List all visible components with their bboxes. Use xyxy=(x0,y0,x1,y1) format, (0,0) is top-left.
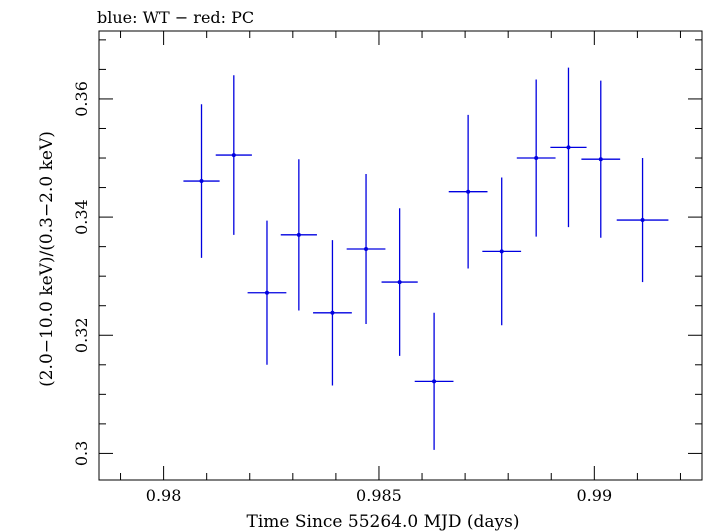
x-tick-label: 0.98 xyxy=(146,486,182,505)
data-point xyxy=(346,173,386,325)
data-point xyxy=(482,177,522,326)
plot-frame xyxy=(98,30,703,481)
data-point xyxy=(215,75,252,235)
y-tick-label: 0.3 xyxy=(72,441,91,466)
y-tick-label: 0.36 xyxy=(72,81,91,117)
data-point xyxy=(516,79,556,237)
y-tick-label: 0.32 xyxy=(72,317,91,353)
point-marker xyxy=(199,179,204,184)
point-marker xyxy=(330,310,335,315)
chart-title: blue: WT − red: PC xyxy=(97,8,254,27)
data-points xyxy=(183,67,669,450)
data-point xyxy=(550,67,587,228)
point-marker xyxy=(397,280,402,285)
y-tick-label: 0.34 xyxy=(72,199,91,235)
data-point xyxy=(381,208,418,356)
point-marker xyxy=(296,232,301,237)
axis-ticks xyxy=(99,31,702,480)
point-marker xyxy=(466,189,471,194)
data-point xyxy=(183,104,220,258)
point-marker xyxy=(534,156,539,161)
point-marker xyxy=(264,290,269,295)
x-tick-labels: 0.98 0.985 0.99 xyxy=(146,486,612,505)
point-marker xyxy=(499,249,504,254)
data-point xyxy=(414,312,454,450)
y-axis-label: (2.0−10.0 keV)/(0.3−2.0 keV) xyxy=(37,131,57,387)
y-tick-labels: 0.3 0.32 0.34 0.36 xyxy=(72,81,91,466)
data-point xyxy=(581,80,621,238)
x-tick-label: 0.985 xyxy=(356,486,402,505)
x-tick-label: 0.99 xyxy=(577,486,613,505)
x-axis-label: Time Since 55264.0 MJD (days) xyxy=(247,512,520,532)
point-marker xyxy=(364,247,369,252)
data-point xyxy=(616,158,669,283)
point-marker xyxy=(432,379,437,384)
point-marker xyxy=(566,145,571,150)
point-marker xyxy=(598,157,603,162)
point-marker xyxy=(640,218,645,223)
data-point xyxy=(247,220,287,365)
data-point xyxy=(313,240,352,386)
point-marker xyxy=(231,153,236,158)
data-point xyxy=(280,159,317,311)
data-point xyxy=(448,114,488,269)
